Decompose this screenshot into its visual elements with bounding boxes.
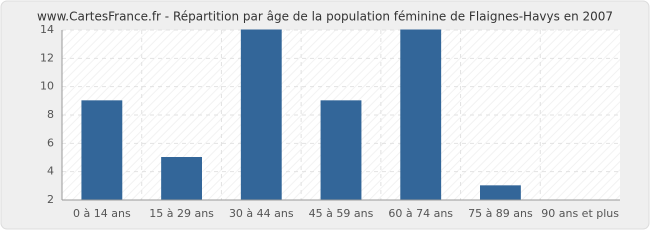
y-tick-label: 12 bbox=[40, 51, 54, 64]
chart-title: www.CartesFrance.fr - Répartition par âg… bbox=[37, 10, 613, 24]
y-tick-label: 10 bbox=[40, 80, 54, 93]
x-tick-label: 60 à 74 ans bbox=[388, 207, 453, 220]
y-tick-label: 6 bbox=[47, 136, 54, 149]
x-tick-label: 45 à 59 ans bbox=[309, 207, 374, 220]
y-tick-label: 8 bbox=[47, 108, 54, 121]
bar bbox=[240, 29, 282, 201]
x-tick-label: 75 à 89 ans bbox=[468, 207, 533, 220]
x-tick-label: 15 à 29 ans bbox=[149, 207, 214, 220]
bar bbox=[400, 29, 442, 201]
y-tick-label: 4 bbox=[47, 165, 54, 178]
bar bbox=[320, 100, 362, 201]
x-tick-label: 30 à 44 ans bbox=[229, 207, 294, 220]
bar bbox=[480, 185, 521, 201]
chart: www.CartesFrance.fr - Répartition par âg… bbox=[0, 0, 650, 230]
x-tick-label: 90 ans et plus bbox=[541, 207, 619, 220]
bar bbox=[161, 157, 202, 201]
y-tick-label: 2 bbox=[47, 193, 54, 206]
y-tick-label: 14 bbox=[40, 23, 54, 36]
x-tick-label: 0 à 14 ans bbox=[73, 207, 131, 220]
bar bbox=[81, 100, 123, 201]
